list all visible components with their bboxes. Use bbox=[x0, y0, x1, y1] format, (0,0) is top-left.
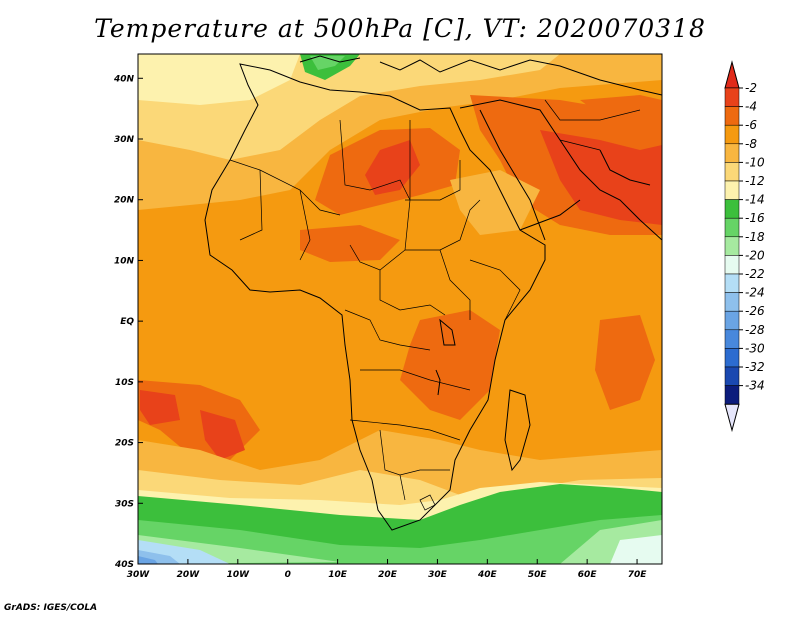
colorbar-swatch bbox=[724, 292, 740, 312]
lat-label: 40S bbox=[114, 560, 134, 570]
country-borders bbox=[229, 99, 641, 511]
colorbar-label: -4 bbox=[745, 100, 757, 114]
colorbar-label: -2 bbox=[745, 81, 757, 95]
axes: 30W 20W 10W 0 10E 20E 30E 40E 50E 60E 70E 40N 30N 20N… bbox=[113, 74, 647, 580]
lon-label: 20W bbox=[177, 570, 201, 580]
lon-label: 30E bbox=[428, 570, 448, 580]
colorbar-swatch bbox=[724, 236, 740, 256]
lat-label: 10N bbox=[114, 256, 135, 266]
lon-label: 40E bbox=[477, 570, 498, 580]
colorbar-label: -18 bbox=[745, 230, 765, 244]
colorbar-swatch bbox=[724, 273, 740, 293]
colorbar-swatch bbox=[724, 329, 740, 349]
colorbar-label: -32 bbox=[745, 360, 765, 374]
colorbar-swatch bbox=[724, 366, 740, 386]
colorbar-label: -22 bbox=[745, 267, 765, 281]
colorbar-label: -8 bbox=[745, 137, 757, 151]
colorbar-swatch bbox=[724, 217, 740, 238]
lat-label: 40N bbox=[113, 74, 135, 84]
colorbar-swatch bbox=[724, 180, 740, 200]
colorbar-bottom-arrow bbox=[724, 403, 740, 433]
colorbar-swatch bbox=[724, 310, 740, 331]
colorbar-label: -20 bbox=[745, 248, 765, 262]
colorbar-label: -24 bbox=[745, 286, 765, 300]
colorbar-swatch bbox=[724, 199, 740, 219]
temperature-field bbox=[138, 54, 662, 564]
lat-label: 10S bbox=[115, 378, 134, 388]
colorbar-swatch bbox=[724, 143, 740, 163]
lon-label: 30W bbox=[127, 570, 151, 580]
colorbar-label: -10 bbox=[745, 155, 765, 169]
colorbar-swatch bbox=[724, 124, 740, 145]
colorbar-swatch bbox=[724, 162, 740, 182]
lat-label: 30S bbox=[115, 499, 134, 509]
colorbar-swatch bbox=[724, 87, 740, 107]
colorbar-label: -14 bbox=[745, 193, 765, 207]
lon-label: 10E bbox=[328, 570, 348, 580]
lat-label: 20N bbox=[114, 196, 135, 206]
colorbar-swatch bbox=[724, 385, 740, 405]
map-title: Temperature at 500hPa [C], VT: 202007031… bbox=[94, 14, 706, 43]
colorbar-top-arrow bbox=[724, 60, 740, 89]
colorbar: -2 -4 -6 -8 -10 -12 -14 -16 -18 -20 -22 -24 -26 -28 -3… bbox=[724, 60, 765, 433]
lat-label: 20S bbox=[115, 439, 134, 449]
colorbar-label: -16 bbox=[745, 211, 765, 225]
lon-label: 0 bbox=[285, 570, 291, 580]
plot-frame bbox=[137, 53, 663, 565]
colorbar-label: -12 bbox=[745, 174, 765, 188]
colorbar-label: -28 bbox=[745, 323, 765, 337]
colorbar-swatch bbox=[724, 255, 740, 275]
lat-label: 30N bbox=[114, 135, 135, 145]
lon-label: 20E bbox=[378, 570, 398, 580]
grads-credit: GrADS: IGES/COLA bbox=[4, 603, 98, 613]
colorbar-swatch bbox=[724, 348, 740, 368]
colorbar-swatch bbox=[724, 106, 740, 126]
colorbar-label: -30 bbox=[745, 341, 765, 355]
lon-label: 60E bbox=[578, 570, 598, 580]
lat-label: EQ bbox=[120, 317, 134, 327]
lon-label: 10W bbox=[227, 570, 251, 580]
colorbar-label: -34 bbox=[745, 379, 765, 393]
lon-label: 70E bbox=[628, 570, 648, 580]
colorbar-label: -26 bbox=[745, 304, 765, 318]
colorbar-label: -6 bbox=[745, 118, 757, 132]
lon-label: 50E bbox=[528, 570, 548, 580]
